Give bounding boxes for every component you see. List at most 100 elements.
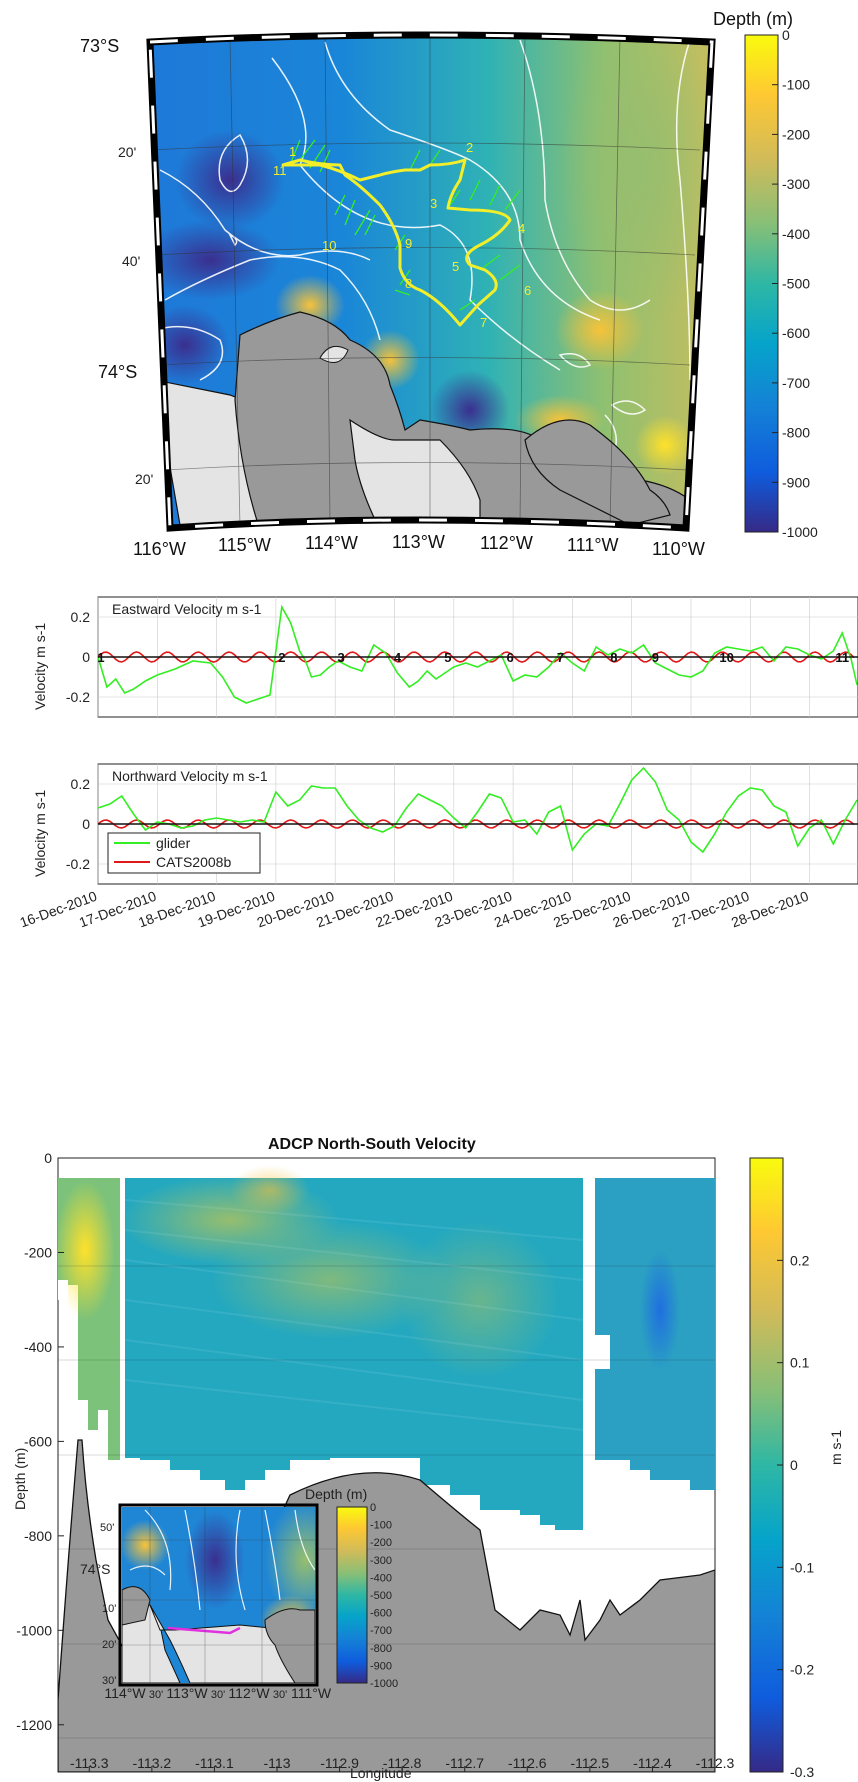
inset-lat-50: 50' [100,1522,114,1534]
inset-lon-5: 30' [273,1689,287,1701]
adcp-seafloor [58,1439,715,1772]
ytick-2: -0.2 [66,689,90,705]
map-colorbar-title: Depth (m) [713,9,793,29]
adcp-yticklabel-1: -200 [24,1244,52,1260]
adcp-xlabel: Longitude [350,1765,412,1781]
waypoint-6: 6 [524,283,531,298]
northward-date-labels: 16-Dec-201017-Dec-201018-Dec-201019-Dec-… [17,888,810,931]
waypoint-9: 9 [405,236,412,251]
map-colorbar-ticks: 0 -100 -200 -300 -400 -500 -600 -700 -800 -900 -10… [772,27,818,540]
map-cb-ticklabel-0: 0 [782,27,790,43]
map-cb-ticklabel-1: -100 [782,77,810,93]
inset-cb-ticklabel-7: -700 [370,1625,392,1637]
adcp-ylabel: Depth (m) [12,1448,28,1510]
adcp-colorbar: 0.2 0.1 0 -0.1 -0.2 -0.3 m s-1 [749,1157,844,1780]
inset-lon-4: 112°W [228,1685,270,1701]
adcp-cb-ticklabel-3: -0.1 [790,1559,814,1575]
ytick-1: 0 [82,816,90,832]
adcp-colorbar-ticks: 0.2 0.1 0 -0.1 -0.2 -0.3 [777,1252,814,1780]
land-light-2 [349,418,481,528]
land-dark-2 [524,419,671,526]
adcp-xticklabel-6: -112.7 [445,1755,484,1771]
cats-series [97,651,855,663]
waypoint-7: 7 [480,315,487,330]
inset-cb-ticklabel-3: -300 [370,1555,392,1567]
adcp-yticklabel-3: -600 [24,1433,52,1449]
adcp-xticklabel-4: -112.9 [320,1755,359,1771]
adcp-title: ADCP North-South Velocity [268,1136,476,1153]
adcp-xticklabel-5: -112.8 [383,1755,422,1771]
eastward-markers: 1 2 3 4 5 6 7 8 9 10 11 [97,650,849,665]
eastward-lines [97,604,858,704]
inset-lat-20: 20' [102,1639,116,1651]
east-marker-10: 10 [719,650,733,665]
map-cb-ticklabel-4: -400 [782,226,810,242]
waypoint-2: 2 [466,140,473,155]
inset-lon-2: 113°W [166,1685,208,1701]
map-cb-ticklabel-5: -500 [782,276,810,292]
ytick-2: -0.2 [66,856,90,872]
adcp-xticklabel-10: -112.3 [696,1755,735,1771]
inset-cb-ticklabel-5: -500 [370,1590,392,1602]
waypoint-3: 3 [430,196,437,211]
lon-label-114w: 114°W [305,533,358,553]
bathymetry-map [146,31,716,532]
adcp-cb-ticklabel-1: 0.1 [790,1355,810,1371]
waypoint-8: 8 [405,276,412,291]
waypoint-labels: 1 11 2 3 4 5 6 7 8 9 10 [273,140,531,330]
legend-glider: glider [156,835,191,851]
adcp-cb-ticklabel-4: -0.2 [790,1662,814,1678]
adcp-xticklabel-9: -112.4 [633,1755,672,1771]
lon-label-116w: 116°W [133,539,186,559]
adcp-yticklabel-4: -800 [24,1528,52,1544]
northward-legend: glider CATS2008b [107,832,261,874]
adcp-yticklabel-5: -1000 [16,1622,52,1638]
waypoint-10: 10 [322,238,336,253]
northward-yticks: 0.2 0 -0.2 [66,776,90,872]
adcp-xticklabel-1: -113.2 [133,1755,172,1771]
inset-lon-labels: 114°W 30' 113°W 30' 112°W 30' 111°W [104,1685,331,1701]
inset-cb-ticklabel-6: -600 [370,1608,392,1620]
inset-map: 50' 74°S 10' 20' 30' 114°W 30' 113°W 30' 112… [80,1486,398,1701]
lat-label-20: 20' [118,144,136,160]
adcp-yticks: 0 -200 -400 -600 -800 -1000 -1200 [16,1150,64,1733]
glider-series [97,766,858,854]
adcp-yticklabel-0: 0 [44,1150,52,1166]
lat-label-74s: 74°S [98,362,137,382]
waypoint-5: 5 [452,259,459,274]
inset-lon-3: 30' [211,1689,225,1701]
inset-lon-1: 30' [149,1689,163,1701]
adcp-xticklabel-7: -112.6 [508,1755,547,1771]
inset-cb-ticklabel-8: -800 [370,1643,392,1655]
map-cb-ticklabel-3: -300 [782,176,810,192]
northward-panel: 0.2 0 -0.2 Northward Velocity m s-1 Veloci… [17,763,858,931]
legend-cats: CATS2008b [156,854,231,870]
lon-label-111w: 111°W [567,535,619,555]
east-marker-6: 6 [507,650,514,665]
lat-label-73s: 73°S [80,36,119,56]
waypoint-1: 1 [289,144,296,159]
glider-track [281,139,521,327]
east-marker-9: 9 [652,650,659,665]
inset-colorbar-title: Depth (m) [305,1486,367,1502]
inset-cb-ticklabel-1: -100 [370,1520,392,1532]
map-cb-ticklabel-8: -800 [782,425,810,441]
cats-series [97,819,855,829]
lat-label-20b: 20' [135,471,153,487]
ytick-0: 0.2 [71,609,91,625]
lon-label-112w: 112°W [480,533,533,553]
eastward-ylabel: Velocity m s-1 [32,623,48,710]
ytick-0: 0.2 [71,776,91,792]
lon-label-110w: 110°W [652,539,705,559]
map-cb-ticklabel-7: -700 [782,375,810,391]
northward-title: Northward Velocity m s-1 [112,768,268,784]
adcp-colorbar-label: m s-1 [828,1430,844,1465]
lon-label-115w: 115°W [218,535,271,555]
adcp-xticks: -113.3 -113.2 -113.1 -113 -112.9 -112.8 -112.7… [70,1755,735,1772]
adcp-xticklabel-0: -113.3 [70,1755,109,1771]
eastward-title: Eastward Velocity m s-1 [112,601,262,617]
inset-lat-74s: 74°S [80,1561,111,1577]
east-marker-4: 4 [394,650,402,665]
glider-series [97,604,858,704]
